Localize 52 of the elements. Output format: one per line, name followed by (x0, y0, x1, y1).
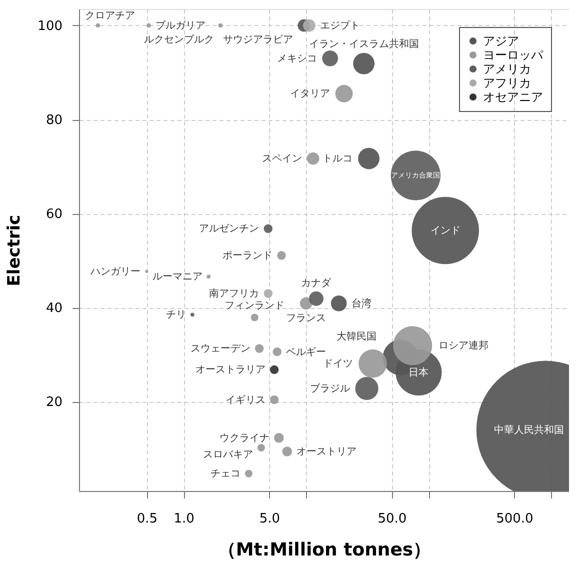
annotation: 台湾 (352, 297, 372, 310)
annotation: イタリア (290, 88, 330, 100)
legend-label: オセアニア (483, 90, 543, 104)
annotation: オーストリア (296, 446, 357, 458)
annotation: カナダ (301, 276, 332, 289)
x-tick-label: 1.0 (174, 512, 194, 526)
annotation: フィンランド (224, 300, 285, 312)
annotation: チェコ (210, 468, 240, 480)
legend-label: ヨーロッパ (483, 48, 544, 62)
annotation: ウクライナ (219, 432, 270, 444)
annotation: ベルギー (286, 346, 326, 358)
x-tick-label: 5.0 (259, 512, 280, 526)
annotation: 南アフリカ (209, 288, 260, 300)
y-tick-label: 100 (38, 18, 62, 34)
annotation: オーストラリア (195, 364, 266, 376)
legend-label: アジア (483, 34, 519, 48)
annotation: サウジアラビア (222, 34, 293, 46)
annotation: エジプト (320, 19, 360, 32)
annotation: スウェーデン (190, 344, 250, 355)
annotation: メキシコ (277, 53, 318, 64)
y-axis-title: Electric (4, 214, 25, 286)
annotation: ルクセンブルク (144, 33, 214, 46)
annotation: 中華人民共和国 (494, 424, 564, 436)
annotation: イギリス (225, 394, 266, 406)
annotation: ハンガリー (90, 266, 141, 278)
annotation: ブラジル (310, 382, 350, 394)
y-tick-label: 40 (46, 301, 62, 316)
annotation: 大韓民国 (336, 330, 376, 342)
x-tick-label: 500.0 (496, 512, 534, 526)
annotation: ブルガリア (155, 19, 206, 32)
annotation: スペイン (262, 154, 302, 165)
annotation: スロバキア (202, 450, 253, 461)
y-tick-label: 60 (46, 207, 62, 222)
y-tick-label: 20 (46, 395, 62, 410)
annotation: イラン・イスラム共和国 (308, 38, 419, 50)
legend-label: アメリカ (483, 62, 531, 76)
x-tick-label: 0.5 (136, 512, 158, 526)
annotation: インド (430, 225, 460, 236)
annotation: 日本 (408, 366, 429, 378)
annotation: クロアチア (84, 10, 135, 22)
x-tick-label: 50.0 (378, 512, 407, 526)
y-tick-label: 80 (46, 113, 62, 128)
annotation: チリ (166, 310, 186, 321)
annotation: ルーマニア (152, 272, 202, 283)
legend-label: アフリカ (483, 76, 531, 90)
annotation: トルコ (322, 154, 353, 165)
annotation: アルゼンチン (199, 224, 260, 235)
annotation: ポーランド (222, 250, 273, 262)
annotation: ドイツ (322, 358, 353, 370)
annotation: フランス (286, 312, 326, 324)
annotation: ロシア連邦 (438, 340, 489, 352)
x-axis-title: （Mt:Million tonnes） (218, 540, 432, 560)
